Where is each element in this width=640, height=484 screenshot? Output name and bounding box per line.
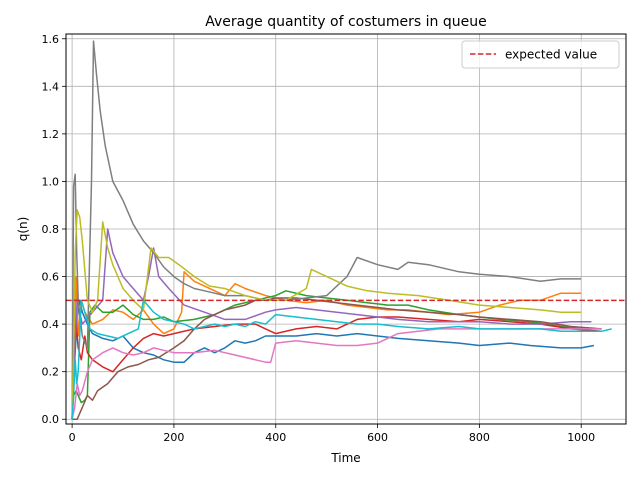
y-tick-label: 1.2 (42, 128, 60, 141)
x-tick-label: 0 (69, 431, 76, 444)
x-tick-label: 800 (469, 431, 490, 444)
series-line-10 (71, 299, 612, 420)
x-tick-label: 200 (163, 431, 184, 444)
x-axis-ticks: 0 200 400 600 800 1000 (69, 424, 595, 444)
series-line-8 (71, 40, 582, 420)
y-tick-label: 0.0 (42, 413, 60, 426)
series-line-9 (71, 209, 582, 420)
x-tick-label: 1000 (567, 431, 595, 444)
series-line-7 (71, 328, 602, 420)
series-line-6 (72, 297, 602, 420)
y-axis-ticks: 0.0 0.2 0.4 0.6 0.8 1.0 1.2 1.4 1.6 (42, 33, 66, 426)
series-line-5 (71, 228, 592, 420)
x-tick-label: 400 (265, 431, 286, 444)
x-tick-label: 600 (367, 431, 388, 444)
y-tick-label: 1.6 (42, 33, 60, 46)
y-tick-label: 0.2 (42, 366, 60, 379)
series-layer (71, 40, 612, 420)
legend-label-expected-value: expected value (505, 48, 597, 62)
legend: expected value (461, 40, 620, 69)
y-tick-label: 1.4 (42, 80, 60, 93)
chart-title: Average quantity of costumers in queue (205, 14, 486, 30)
y-axis-label: q(n) (16, 217, 30, 242)
x-axis-label: Time (330, 451, 360, 465)
y-tick-label: 0.4 (42, 318, 60, 331)
y-tick-label: 0.6 (42, 271, 60, 284)
legend-box (461, 40, 620, 69)
y-tick-label: 1.0 (42, 175, 60, 188)
y-tick-label: 0.8 (42, 223, 60, 236)
series-line-1 (71, 299, 595, 420)
